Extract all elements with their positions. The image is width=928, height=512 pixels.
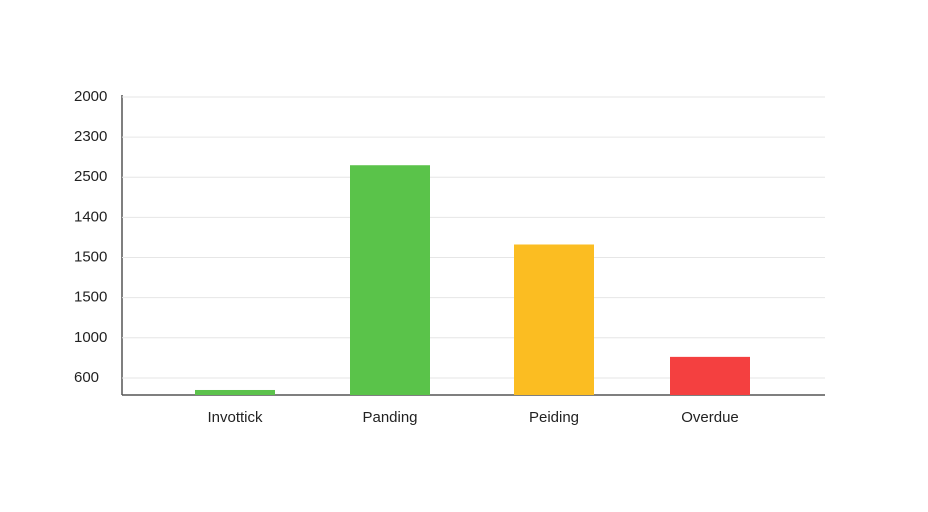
y-tick-label: 1500	[74, 249, 107, 266]
bar	[514, 244, 594, 395]
y-tick-label: 600	[74, 369, 99, 386]
bar	[350, 165, 430, 395]
bar	[195, 389, 275, 395]
y-tick-label: 1000	[74, 329, 107, 346]
y-tick-label: 1400	[74, 208, 107, 225]
y-tick-label: 2000	[74, 88, 107, 105]
y-tick-label: 2300	[74, 128, 107, 145]
x-tick-label: Panding	[362, 409, 417, 426]
x-tick-label: Invottick	[207, 409, 263, 426]
bar	[670, 356, 750, 395]
x-tick-label: Peiding	[529, 409, 579, 426]
x-tick-label: Overdue	[681, 409, 739, 426]
y-tick-label: 1500	[74, 289, 107, 306]
y-tick-label: 2500	[74, 168, 107, 185]
